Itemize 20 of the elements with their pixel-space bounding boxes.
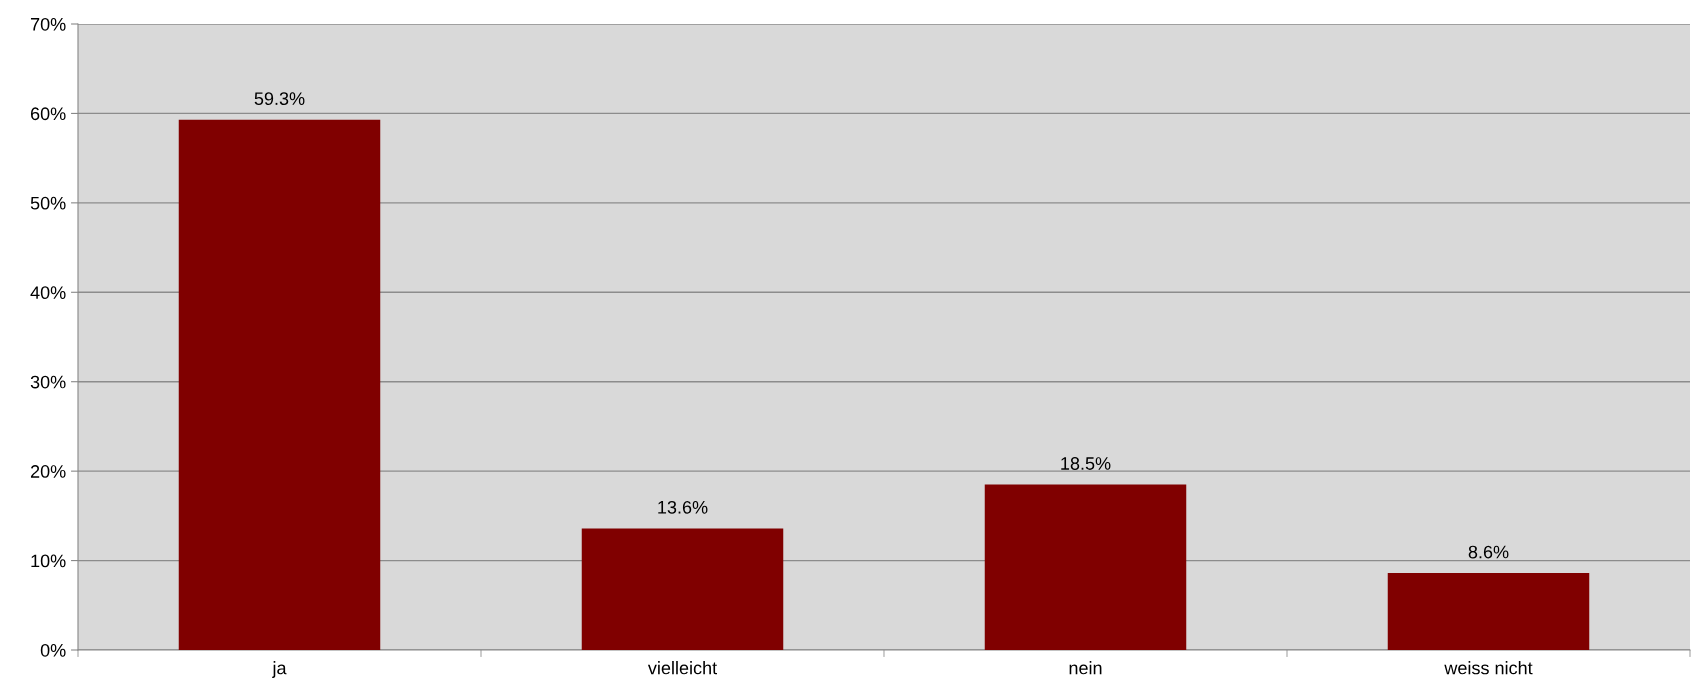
- x-tick-label: vielleicht: [647, 661, 717, 675]
- y-tick-label: 20%: [30, 465, 66, 478]
- data-label: 18.5%: [1061, 457, 1111, 470]
- y-tick-label: 50%: [30, 196, 66, 210]
- y-tick-label: 40%: [30, 286, 66, 300]
- data-label: 8.6%: [1468, 545, 1509, 559]
- y-tick-label: 10%: [31, 554, 66, 568]
- bar: [178, 119, 381, 650]
- bar: [984, 484, 1187, 650]
- y-tick-label: 70%: [30, 17, 66, 31]
- data-label: 13.6%: [658, 500, 708, 514]
- bar: [1387, 573, 1590, 650]
- x-tick-label: ja: [272, 661, 287, 678]
- y-tick-label: 30%: [30, 375, 66, 389]
- x-tick-label: weiss nicht: [1444, 661, 1533, 675]
- data-label: 59.3%: [254, 92, 305, 106]
- x-tick-label: nein: [1069, 661, 1102, 675]
- y-tick-label: 60%: [30, 107, 66, 121]
- bar: [581, 528, 784, 650]
- y-tick-label: 0%: [40, 643, 66, 657]
